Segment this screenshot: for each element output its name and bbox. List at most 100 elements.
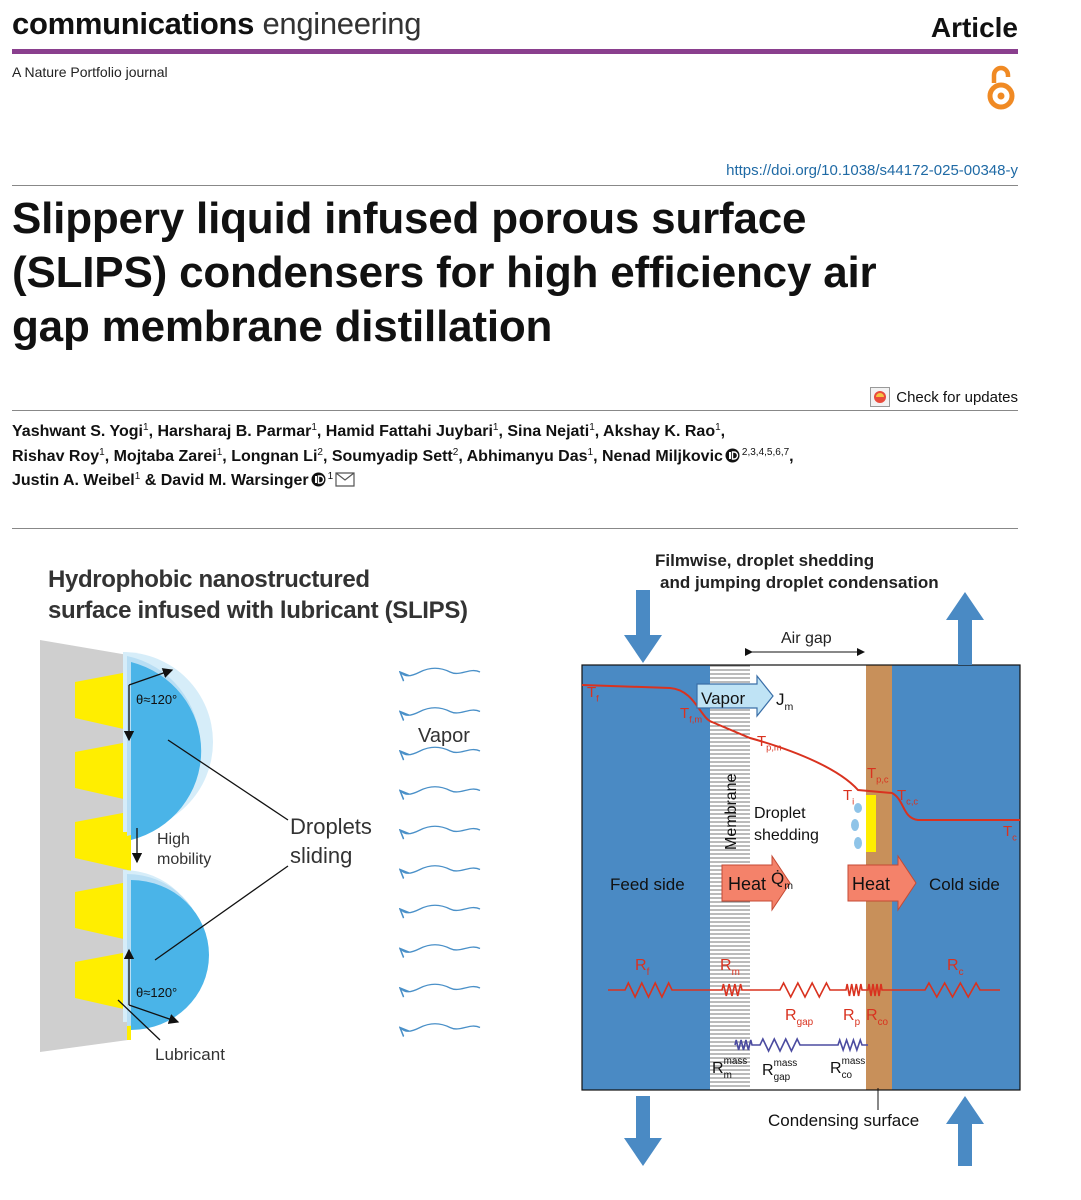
orcid-mark — [728, 451, 731, 459]
shedding-label: Droplet — [754, 805, 806, 822]
vapor-wave — [400, 667, 481, 676]
orcid-mark — [317, 475, 324, 484]
temperature-symbol-subscript: c,c — [906, 797, 918, 807]
air-gap-label: Air gap — [781, 630, 832, 647]
author-separator: , — [322, 447, 332, 465]
affiliation: 1 — [99, 446, 105, 458]
temperature-symbol: T — [843, 787, 852, 804]
author-separator: , — [720, 423, 726, 440]
author-line: Rishav Roy1, Mojtaba Zarei1, Longnan Li2… — [12, 445, 794, 470]
author-line: Justin A. Weibel1 & David M. Warsinger 1 — [12, 469, 794, 494]
temperature-symbol: T — [680, 705, 689, 722]
resistance-symbol-subscript: gap — [797, 1017, 814, 1028]
author-separator: , — [594, 423, 604, 440]
heat-label: Heat — [728, 874, 766, 894]
affiliation: 2,3,4,5,6,7 — [741, 446, 790, 458]
droplet-bottom — [123, 870, 209, 1030]
journal-name-bold: communications — [12, 6, 255, 41]
check-updates-text: Check for updates — [896, 388, 1018, 406]
affiliation: 1 — [216, 446, 223, 458]
modes-label: and jumping droplet condensation — [660, 573, 939, 592]
vapor-wave — [400, 1023, 481, 1032]
author-separator: , — [222, 447, 232, 465]
author-separator: , — [316, 423, 326, 440]
author-separator: , — [104, 447, 114, 465]
author-separator: , — [458, 447, 467, 465]
author-name: Rishav Roy — [12, 447, 100, 465]
resistance-symbol: R — [947, 957, 959, 974]
check-updates[interactable]: Check for updates — [870, 387, 1018, 407]
mobility-label: High — [157, 831, 190, 848]
vapor-wave — [400, 746, 481, 755]
shed-droplets — [851, 803, 862, 849]
temperature-profile — [581, 684, 1020, 821]
droplets-label: Droplets — [290, 814, 372, 839]
journal-name: communications engineering — [12, 6, 421, 42]
affiliation: 1 — [311, 422, 317, 433]
droplets-label: sliding — [290, 843, 352, 868]
resistance-symbol: R — [762, 1062, 774, 1079]
resistance-symbol-subscript: m — [724, 1070, 732, 1081]
temperature-symbol-subscript: f — [596, 694, 599, 704]
orcid-mark — [731, 450, 739, 460]
affiliation: 1 — [327, 471, 334, 482]
author-name: Soumyadip Sett — [331, 447, 453, 465]
resistance-symbol-subscript: p — [855, 1017, 861, 1028]
author-name: Akshay K. Rao — [603, 423, 716, 440]
mass-resistance-network — [734, 1037, 868, 1053]
vapor-wave — [400, 983, 481, 992]
orcid-icon — [311, 472, 326, 487]
author-separator: , — [789, 447, 794, 465]
panel-border — [581, 664, 1021, 1091]
vapor-wave — [400, 825, 481, 834]
temperature-symbol: T — [867, 765, 876, 782]
author-name: Hamid Fattahi Juybari — [325, 423, 493, 440]
author-list: Yashwant S. Yogi1, Harsharaj B. Parmar1,… — [12, 420, 794, 494]
resistance-symbol-subscript: f — [647, 967, 650, 978]
angle-label: θ≈120° — [136, 692, 177, 707]
resistance-symbol: R — [712, 1060, 724, 1077]
vapor-label: Vapor — [701, 689, 745, 708]
modes-label: Filmwise, droplet shedding — [655, 551, 874, 570]
flow-arrows — [624, 590, 984, 1166]
pillars — [75, 672, 128, 1010]
author-name: Yashwant S. Yogi — [12, 423, 143, 440]
author-name: David M. Warsinger — [160, 472, 309, 489]
heat-label: Heat — [852, 874, 890, 894]
flux-symbol-subscript: m — [785, 701, 794, 713]
heat-flux-symbol-subscript: m — [784, 880, 793, 892]
article-title: Slippery liquid infused porous surface (S… — [12, 192, 877, 354]
panel-title: Hydrophobic nanostructured — [48, 566, 370, 593]
affiliation: 1 — [134, 471, 141, 482]
author-name: Sina Nejati — [507, 423, 590, 440]
affiliation: 2 — [317, 446, 323, 458]
lubricant-label: Lubricant — [155, 1045, 225, 1064]
author-line: Yashwant S. Yogi1, Harsharaj B. Parmar1,… — [12, 420, 794, 445]
affiliation: 1 — [143, 422, 149, 433]
author-name: Nenad Miljkovic — [601, 447, 723, 465]
author-separator: , — [498, 423, 508, 440]
title-line: (SLIPS) condensers for high efficiency a… — [12, 248, 877, 297]
temperature-symbol-subscript: c — [1012, 833, 1017, 843]
temperature-symbol: T — [757, 733, 766, 750]
temperature-symbol: T — [587, 684, 596, 701]
vapor-arrow — [696, 674, 774, 718]
temperature-symbol-subscript: p,c — [876, 775, 889, 785]
title-line: gap membrane distillation — [12, 302, 553, 351]
vapor-wave — [400, 865, 481, 874]
resistance-symbol-superscript: mass — [724, 1056, 748, 1067]
shedding-label: shedding — [754, 827, 819, 844]
author-separator: & — [140, 472, 161, 489]
envelope — [335, 472, 355, 487]
author-separator: , — [148, 423, 158, 440]
author-name: Harsharaj B. Parmar — [157, 423, 312, 440]
angle-lines — [117, 668, 289, 1041]
affiliation: 1 — [589, 422, 595, 433]
mobility-label: mobility — [157, 851, 211, 868]
resistance-symbol-subscript: c — [959, 967, 964, 978]
author-name: Abhimanyu Das — [466, 447, 588, 465]
author-name: Longnan Li — [231, 447, 318, 465]
doi-link[interactable]: https://doi.org/10.1038/s44172-025-00348… — [726, 162, 1018, 179]
feed-label: Feed side — [610, 875, 685, 894]
